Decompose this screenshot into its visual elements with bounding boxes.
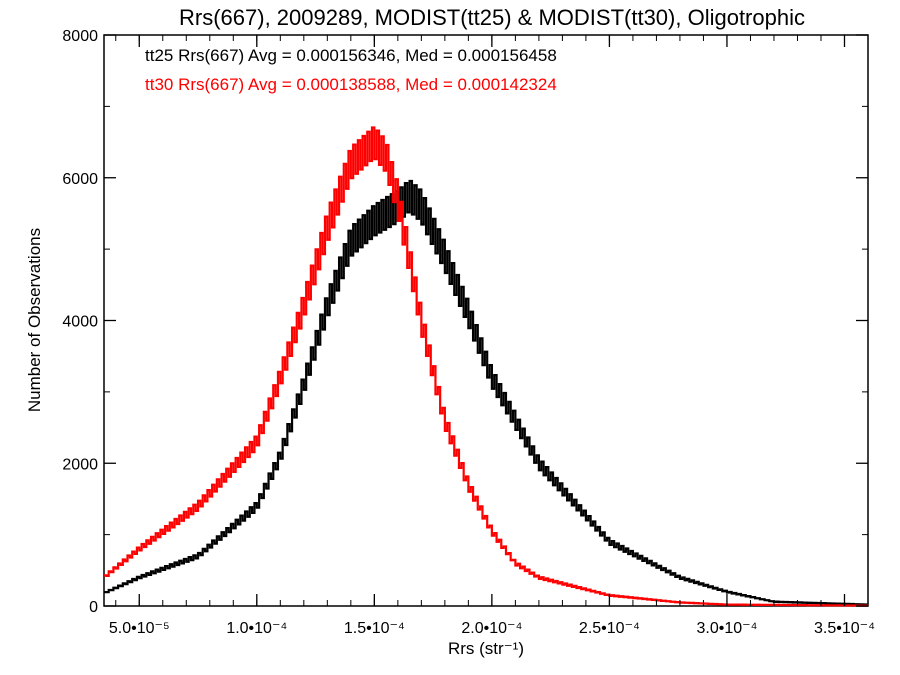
y-tick-label: 6000 <box>62 171 98 188</box>
series-line-tt25 <box>104 179 868 606</box>
y-tick-label: 8000 <box>62 28 98 45</box>
y-tick-label: 2000 <box>62 456 98 473</box>
x-tick-label: 5.0•10⁻⁵ <box>109 620 170 637</box>
annotation-tt25: tt25 Rrs(667) Avg = 0.000156346, Med = 0… <box>145 46 557 65</box>
series-layer <box>104 126 868 607</box>
plot-frame <box>103 34 869 607</box>
y-tick-label: 0 <box>89 599 98 616</box>
axis-ticks: 5.0•10⁻⁵ 1.0•10⁻⁴ 1.5•10⁻⁴ 2.0•10⁻⁴ 2.5•10⁻⁴… <box>62 28 875 637</box>
x-tick-label: 3.5•10⁻⁴ <box>814 620 875 637</box>
x-tick-label: 2.0•10⁻⁴ <box>461 620 522 637</box>
y-axis-label: Number of Observations <box>25 228 44 412</box>
y-tick-label: 4000 <box>62 314 98 331</box>
x-tick-label: 2.5•10⁻⁴ <box>579 620 640 637</box>
x-axis-label: Rrs (str⁻¹) <box>448 639 524 658</box>
series-line-tt30 <box>104 126 868 607</box>
x-tick-label: 1.0•10⁻⁴ <box>226 620 287 637</box>
chart-title: Rrs(667), 2009289, MODIST(tt25) & MODIST… <box>179 5 805 30</box>
x-tick-label: 3.0•10⁻⁴ <box>696 620 757 637</box>
annotation-tt30: tt30 Rrs(667) Avg = 0.000138588, Med = 0… <box>145 75 557 94</box>
x-tick-label: 1.5•10⁻⁴ <box>344 620 405 637</box>
